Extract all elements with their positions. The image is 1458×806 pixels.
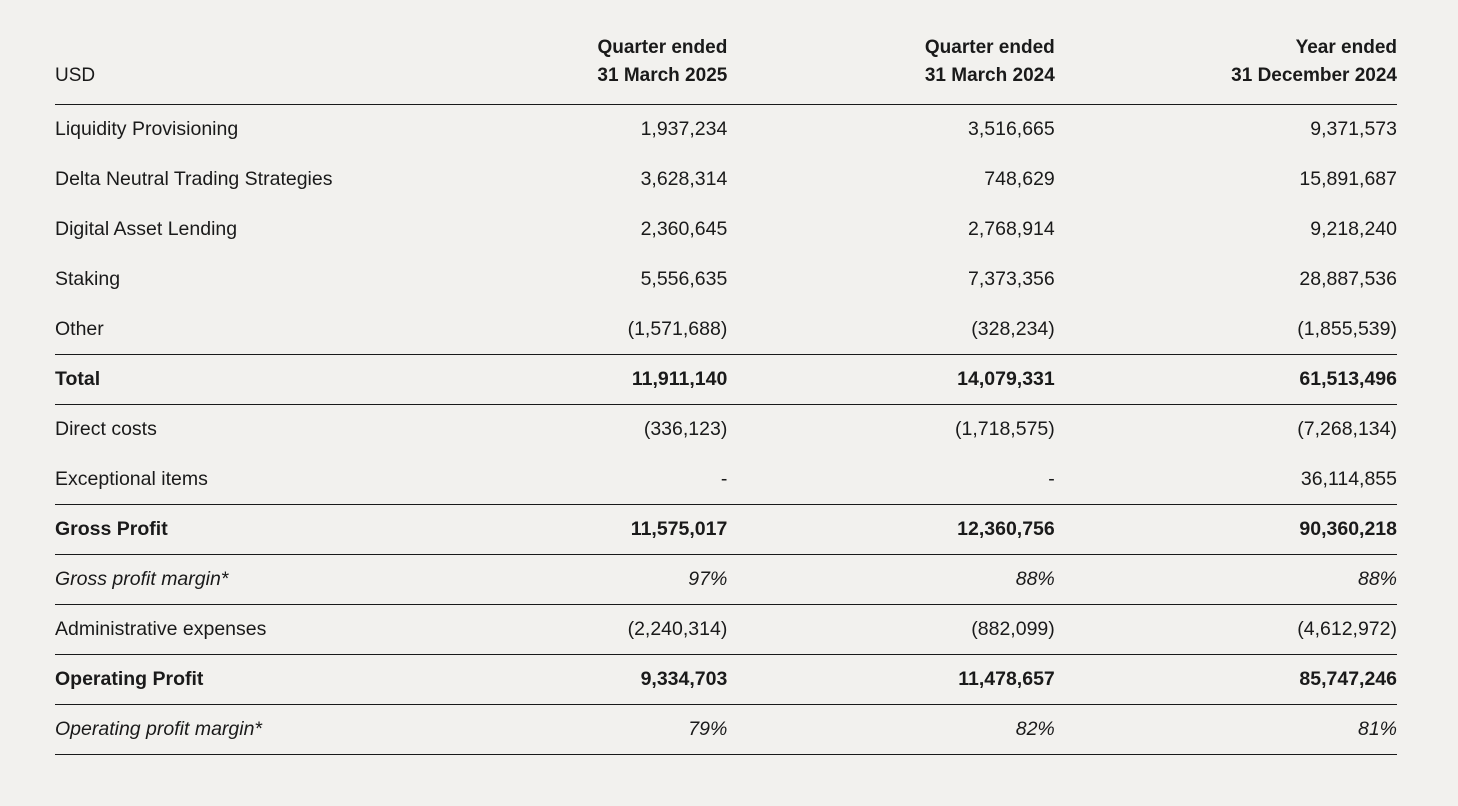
table-row-operating-profit-margin: Operating profit margin* 79% 82% 81% [55, 704, 1397, 756]
row-label: Delta Neutral Trading Strategies [55, 168, 333, 191]
row-label: Exceptional items [55, 467, 208, 490]
table-row-direct-costs: Direct costs (336,123) (1,718,575) (7,26… [55, 405, 1397, 455]
table-row-delta-neutral: Delta Neutral Trading Strategies 3,628,3… [55, 155, 1397, 205]
row-label: Total [55, 354, 398, 406]
table-row-total: Total 11,911,140 14,079,331 61,513,496 [55, 354, 1397, 406]
table-row-liquidity-provisioning: Liquidity Provisioning 1,937,234 3,516,6… [55, 105, 1397, 155]
value-fy-2024: 36,114,855 [1300, 467, 1397, 490]
value-q1-2024: 748,629 [984, 168, 1055, 191]
currency-label: USD [55, 24, 398, 106]
income-statement-table: USD Quarter ended 31 March 2025 Quarter … [55, 24, 1397, 756]
financial-results-page: USD Quarter ended 31 March 2025 Quarter … [55, 24, 1397, 756]
value-q1-2024: 7,373,356 [968, 268, 1055, 291]
value-q1-2025: (2,240,314) [627, 618, 728, 641]
value-fy-2024: 61,513,496 [1054, 354, 1397, 406]
value-q1-2024: 88% [727, 554, 1055, 606]
table-row-digital-asset-lending: Digital Asset Lending 2,360,645 2,768,91… [55, 205, 1397, 255]
value-fy-2024: 85,747,246 [1054, 654, 1397, 706]
table-row-administrative-expenses: Administrative expenses (2,240,314) (882… [55, 605, 1397, 655]
value-fy-2024: 28,887,536 [1299, 268, 1397, 291]
value-fy-2024: (4,612,972) [1297, 618, 1397, 641]
value-q1-2025: 1,937,234 [640, 118, 728, 141]
table-row-gross-profit: Gross Profit 11,575,017 12,360,756 90,36… [55, 504, 1397, 556]
value-q1-2024: 11,478,657 [727, 654, 1055, 706]
value-q1-2025: 97% [397, 554, 728, 606]
value-q1-2024: 3,516,665 [968, 118, 1055, 141]
value-q1-2025: 11,911,140 [397, 354, 728, 406]
value-q1-2025: (336,123) [643, 418, 728, 441]
table-header-row: USD Quarter ended 31 March 2025 Quarter … [55, 24, 1397, 106]
value-q1-2025: 2,360,645 [640, 218, 728, 241]
value-q1-2024: 14,079,331 [727, 354, 1055, 406]
row-label: Direct costs [55, 418, 157, 441]
row-label: Staking [55, 268, 121, 291]
value-fy-2024: 9,371,573 [1310, 118, 1397, 141]
value-q1-2025: 11,575,017 [397, 504, 728, 556]
value-fy-2024: 15,891,687 [1299, 168, 1397, 191]
value-q1-2025: 79% [397, 704, 728, 756]
row-label: Operating profit margin* [55, 704, 398, 756]
value-fy-2024: 9,218,240 [1310, 218, 1397, 241]
value-q1-2024: (882,099) [971, 618, 1055, 641]
row-label: Administrative expenses [55, 618, 267, 641]
row-label: Digital Asset Lending [55, 218, 238, 241]
table-row-exceptional-items: Exceptional items - - 36,114,855 [55, 455, 1397, 505]
value-q1-2025: 3,628,314 [640, 168, 728, 191]
value-fy-2024: 90,360,218 [1054, 504, 1397, 556]
col-header-quarter-2025: Quarter ended 31 March 2025 [397, 24, 728, 106]
col-header-year-2024: Year ended 31 December 2024 [1054, 24, 1397, 106]
row-label: Gross Profit [55, 504, 398, 556]
row-label: Operating Profit [55, 654, 398, 706]
value-fy-2024: (1,855,539) [1297, 317, 1397, 340]
table-row-staking: Staking 5,556,635 7,373,356 28,887,536 [55, 255, 1397, 305]
value-q1-2025: (1,571,688) [627, 317, 728, 340]
value-fy-2024: 81% [1054, 704, 1397, 756]
value-q1-2025: - [720, 467, 728, 490]
value-q1-2024: 82% [727, 704, 1055, 756]
value-q1-2024: 2,768,914 [968, 218, 1055, 241]
row-label: Gross profit margin* [55, 554, 398, 606]
value-q1-2025: 9,334,703 [397, 654, 728, 706]
value-q1-2024: (1,718,575) [955, 418, 1055, 441]
value-q1-2024: (328,234) [971, 317, 1055, 340]
table-row-operating-profit: Operating Profit 9,334,703 11,478,657 85… [55, 654, 1397, 706]
value-q1-2024: 12,360,756 [727, 504, 1055, 556]
value-q1-2025: 5,556,635 [640, 268, 728, 291]
table-row-other: Other (1,571,688) (328,234) (1,855,539) [55, 305, 1397, 355]
col-header-quarter-2024: Quarter ended 31 March 2024 [727, 24, 1055, 106]
value-fy-2024: (7,268,134) [1297, 418, 1397, 441]
row-label: Other [55, 317, 104, 340]
value-q1-2024: - [1048, 467, 1055, 490]
table-row-gross-profit-margin: Gross profit margin* 97% 88% 88% [55, 554, 1397, 606]
value-fy-2024: 88% [1054, 554, 1397, 606]
row-label: Liquidity Provisioning [55, 118, 239, 141]
